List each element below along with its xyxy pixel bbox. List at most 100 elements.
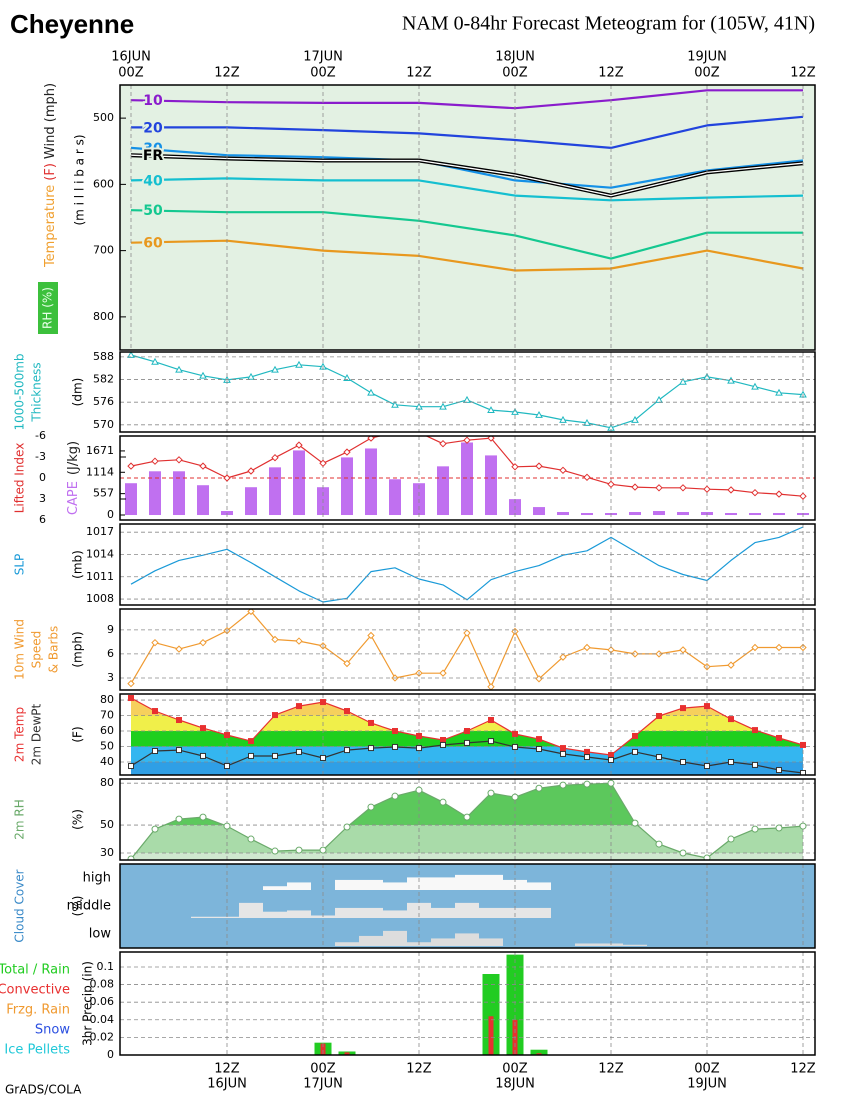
cloud-bar — [527, 907, 551, 918]
x-tick-label: 12Z — [406, 66, 432, 81]
cloud-row-label: middle — [67, 899, 111, 914]
bar — [269, 467, 281, 516]
y-tick-label: 3 — [39, 492, 46, 505]
panel-background — [120, 85, 815, 350]
point — [751, 382, 759, 390]
bar — [557, 512, 569, 516]
cloud-bar — [263, 911, 287, 918]
cloud-bar — [383, 910, 407, 918]
bar — [488, 1016, 494, 1055]
point — [704, 703, 710, 710]
cloud-bar — [335, 879, 359, 890]
point — [679, 484, 687, 492]
panel-overlay — [120, 352, 815, 432]
cloud-row-label: high — [83, 871, 111, 886]
point — [655, 484, 663, 492]
x-tick-label: 12Z — [598, 1062, 624, 1077]
point — [751, 825, 759, 833]
point — [703, 485, 711, 493]
y-tick-label: 0 — [107, 1048, 114, 1061]
y-axis-label: 10m Wind — [13, 619, 27, 680]
panel-plot — [191, 874, 647, 946]
panel-overlay — [120, 694, 815, 775]
cloud-bar — [479, 938, 503, 946]
panel-frame — [119, 84, 816, 351]
y-axis-label: 2m Temp — [13, 707, 27, 762]
y-tick-label: 6 — [39, 513, 46, 526]
point — [488, 717, 494, 724]
point — [199, 638, 207, 647]
cloud-bar — [431, 938, 455, 946]
point — [512, 743, 518, 750]
cloud-bar — [287, 910, 311, 918]
x-tick-label: 00Z — [694, 1062, 720, 1077]
cloud-bar — [263, 886, 287, 890]
point — [391, 792, 399, 800]
panel-background — [120, 352, 815, 432]
x-date-label: 16JUN — [111, 50, 151, 65]
y-tick-label: 70 — [100, 709, 114, 722]
y2-axis-label-part: CAPE — [66, 481, 81, 515]
bar — [530, 1049, 548, 1055]
point — [272, 752, 278, 759]
point — [175, 645, 183, 653]
panel-plot — [125, 442, 809, 516]
contour-label: 60 — [143, 236, 163, 252]
y-tick-label: 6 — [107, 647, 114, 660]
y-tick-label: 80 — [100, 693, 114, 706]
point — [608, 752, 614, 759]
point — [200, 752, 206, 759]
point — [656, 712, 662, 719]
panel-overlay — [120, 609, 815, 690]
point — [151, 457, 159, 465]
cloud-bar — [359, 879, 383, 890]
point — [151, 357, 159, 365]
panel-overlay — [120, 436, 815, 520]
x-date-label: 18JUN — [495, 1077, 535, 1092]
point — [535, 410, 543, 418]
point — [488, 738, 494, 745]
point — [344, 708, 350, 715]
panel-frame — [119, 351, 816, 433]
y-axis-label: SLP — [13, 554, 27, 576]
point — [295, 441, 303, 449]
series-line — [130, 209, 803, 260]
x-tick-label: 12Z — [214, 66, 240, 81]
point — [319, 459, 327, 468]
point — [727, 376, 735, 384]
point — [367, 388, 375, 396]
point — [127, 352, 135, 358]
point — [487, 406, 495, 414]
point — [512, 730, 518, 737]
point — [271, 635, 279, 644]
cloud-bar — [383, 930, 407, 946]
point — [680, 705, 686, 712]
bar — [389, 479, 401, 516]
point — [416, 745, 422, 752]
cloud-bar — [431, 907, 455, 918]
point — [440, 741, 446, 748]
series-line — [131, 115, 804, 149]
y-tick-label: 1017 — [86, 525, 114, 538]
y-axis-label-part: (F) — [43, 163, 58, 181]
cloud-bar — [455, 902, 479, 918]
y-axis-label: Lifted Index — [13, 443, 27, 514]
point — [391, 400, 399, 408]
y-axis-label: 2m RH — [13, 799, 27, 840]
point — [559, 781, 567, 789]
y-tick-label: 1014 — [86, 547, 114, 560]
point — [751, 488, 759, 497]
y-axis-label-part: Wind (mph) — [43, 83, 58, 159]
point — [224, 732, 230, 739]
point — [752, 761, 758, 768]
cloud-bar — [239, 902, 263, 918]
y-axis-label: & Barbs — [47, 626, 61, 674]
y2-tick-label: 1114 — [86, 465, 114, 478]
y-tick-label: 600 — [93, 177, 114, 190]
chart-title: NAM 0-84hr Forecast Meteogram for (105W,… — [402, 13, 815, 35]
y-tick-label: 30 — [100, 846, 114, 859]
contour-label: 40 — [143, 173, 163, 189]
x-date-label: 17JUN — [303, 50, 343, 65]
y-tick-label: 60 — [100, 724, 114, 737]
